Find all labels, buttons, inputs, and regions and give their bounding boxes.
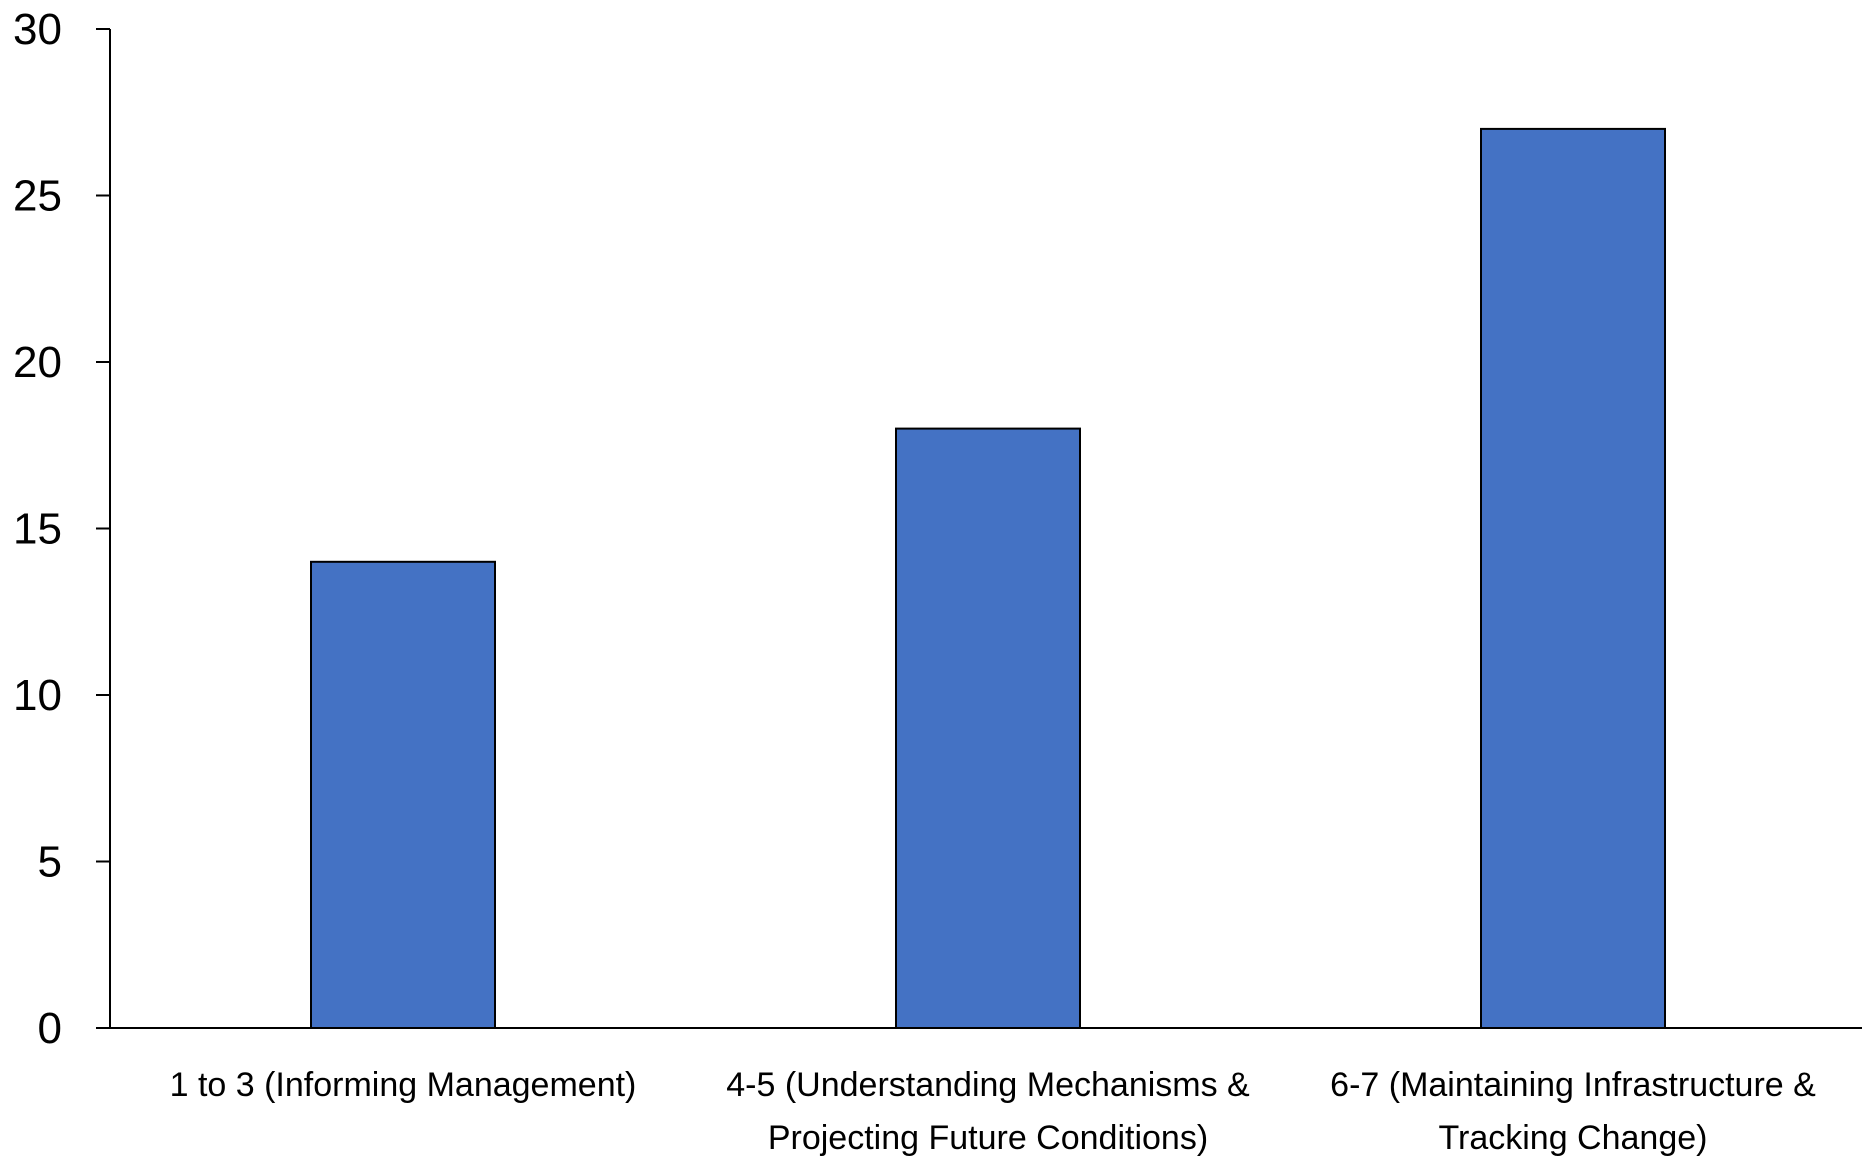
bar [1480,127,1666,1029]
y-tick-label: 15 [13,505,62,554]
bar [895,427,1081,1030]
bars [310,127,1666,1030]
bar [310,560,496,1029]
y-tick-label: 10 [13,671,62,720]
x-tick-label: 6-7 (Maintaining Infrastructure & [1330,1066,1816,1104]
x-tick-label: 1 to 3 (Informing Management) [170,1066,637,1104]
y-tick-label: 30 [13,5,62,54]
y-tick-label: 25 [13,172,62,221]
x-tick-label: Tracking Change) [1439,1119,1708,1157]
y-axis-ticks: 0 5 10 15 20 25 30 [13,5,110,1053]
x-tick-label: Projecting Future Conditions) [768,1119,1208,1157]
y-tick-label: 20 [13,338,62,387]
y-tick-label: 5 [38,838,62,887]
x-axis-labels: 1 to 3 (Informing Management) 4-5 (Unders… [170,1066,1817,1157]
x-tick-label: 4-5 (Understanding Mechanisms & [726,1066,1250,1104]
y-tick-label: 0 [38,1004,62,1053]
